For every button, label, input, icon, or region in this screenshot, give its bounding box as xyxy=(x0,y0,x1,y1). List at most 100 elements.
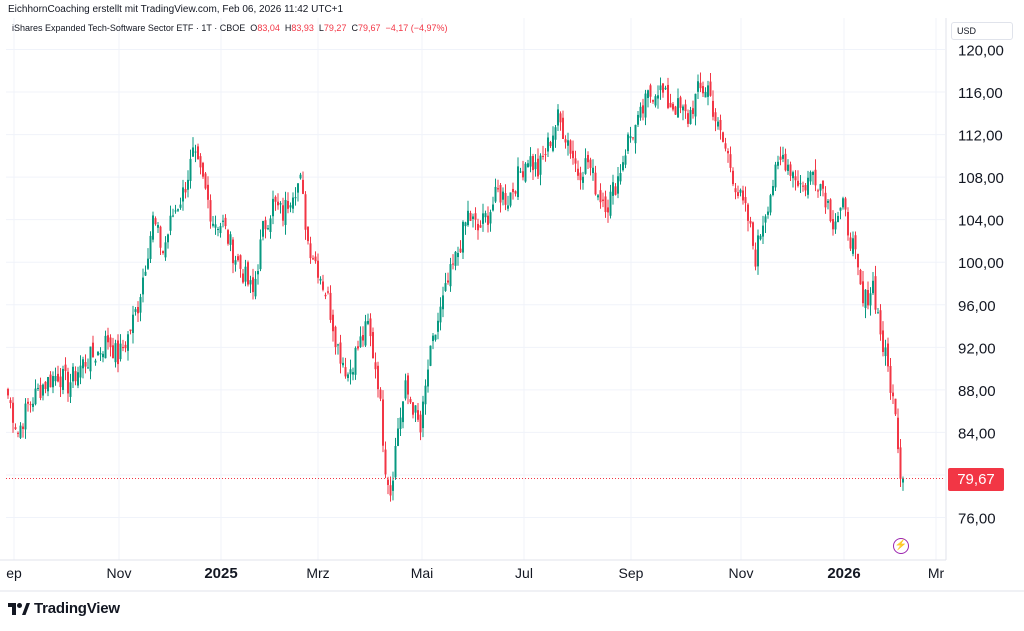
candle-body xyxy=(432,335,434,342)
candle-body xyxy=(162,251,164,254)
candle-body xyxy=(602,199,604,201)
candle-body xyxy=(14,427,17,430)
candle-body xyxy=(424,385,427,405)
high-value: 83,93 xyxy=(291,23,314,33)
candle-body xyxy=(697,81,699,92)
candle-body xyxy=(699,82,702,89)
candle-body xyxy=(257,270,259,275)
candle-body xyxy=(652,100,654,102)
candle-body xyxy=(34,388,37,405)
candle-body xyxy=(804,185,807,191)
candle-body xyxy=(614,186,617,195)
candle-body xyxy=(869,293,872,306)
price-axis[interactable]: 76,0080,0084,0088,0092,0096,00100,00104,… xyxy=(958,43,1004,528)
candle-body xyxy=(509,192,512,206)
candle-body xyxy=(212,223,214,226)
candle-body xyxy=(259,239,262,270)
candle-body xyxy=(629,136,632,139)
candle-body xyxy=(354,347,357,375)
candle-body xyxy=(369,318,372,337)
candle-body xyxy=(447,280,449,283)
last-price-label: 79,67 xyxy=(948,468,1004,491)
candle-body xyxy=(312,258,314,260)
candle-body xyxy=(707,85,709,97)
candle-body xyxy=(479,225,482,228)
candle-body xyxy=(237,256,239,261)
candle-body xyxy=(134,309,137,312)
candle-body xyxy=(144,271,147,276)
candle-body xyxy=(857,253,859,268)
candle-body xyxy=(87,367,89,369)
candle-body xyxy=(619,173,622,182)
time-axis[interactable]: ep Nov 2025 Mrz Mai Jul Sep Nov 2026 Mr xyxy=(6,565,944,582)
candle-body xyxy=(284,199,287,225)
candle-body xyxy=(12,402,14,423)
candle-body xyxy=(252,277,254,293)
candle-body xyxy=(357,346,359,349)
candle-body xyxy=(567,140,569,146)
candle-body xyxy=(484,213,487,218)
candle-body xyxy=(679,97,682,108)
tradingview-logo[interactable]: TradingView xyxy=(8,600,120,617)
candle-body xyxy=(827,200,829,203)
candle-body xyxy=(109,337,112,348)
candle-body xyxy=(224,217,227,227)
candle-body xyxy=(759,235,762,240)
candle-body xyxy=(387,479,389,485)
candle-body xyxy=(534,162,537,170)
candle-body xyxy=(462,221,464,253)
candle-body xyxy=(307,227,309,242)
candle-body xyxy=(847,211,849,236)
candle-body xyxy=(389,485,392,496)
candle-body xyxy=(397,428,399,446)
candle-body xyxy=(167,234,169,243)
candle-body xyxy=(682,106,684,111)
candle-body xyxy=(379,389,382,399)
candle-body xyxy=(222,220,224,222)
candle-body xyxy=(454,251,457,266)
x-tick-label: 2026 xyxy=(827,565,860,582)
candle-body xyxy=(557,109,559,126)
candle-body xyxy=(852,238,854,254)
currency-selector[interactable]: USD xyxy=(951,22,1013,40)
candle-body xyxy=(592,167,594,174)
candle-body xyxy=(297,183,299,193)
candle-body xyxy=(589,159,592,168)
candle-body xyxy=(439,306,442,323)
candle-body xyxy=(714,112,717,122)
candle-body xyxy=(792,172,794,179)
y-tick-label: 100,00 xyxy=(958,255,1004,272)
candle-body xyxy=(887,343,889,367)
candle-body xyxy=(744,197,747,204)
candle-body xyxy=(594,172,597,195)
candle-body xyxy=(542,155,544,157)
x-tick-label: ep xyxy=(6,565,22,581)
candle-body xyxy=(457,252,459,258)
candle-body xyxy=(332,314,334,332)
candle-body xyxy=(727,151,729,154)
candle-body xyxy=(474,213,477,220)
candle-body xyxy=(107,335,109,343)
candle-body xyxy=(74,371,77,382)
candle-body xyxy=(304,194,307,230)
candle-body xyxy=(377,365,379,390)
lightning-icon[interactable]: ⚡ xyxy=(893,538,909,554)
x-tick-label: Sep xyxy=(619,565,644,581)
y-tick-label: 84,00 xyxy=(958,425,996,442)
candle-body xyxy=(367,320,369,324)
candle-body xyxy=(552,135,554,151)
candle-body xyxy=(879,310,882,335)
candle-body xyxy=(414,405,417,413)
candle-body xyxy=(659,85,662,91)
candle-body xyxy=(709,81,712,96)
y-tick-label: 112,00 xyxy=(958,128,1003,145)
candle-body xyxy=(62,368,64,390)
candle-body xyxy=(412,402,414,415)
x-tick-label: Mrz xyxy=(306,565,329,581)
candle-body xyxy=(309,243,312,259)
candle-body xyxy=(842,198,844,208)
candle-body xyxy=(789,164,792,176)
candle-body xyxy=(902,478,904,483)
candle-body xyxy=(787,164,789,171)
